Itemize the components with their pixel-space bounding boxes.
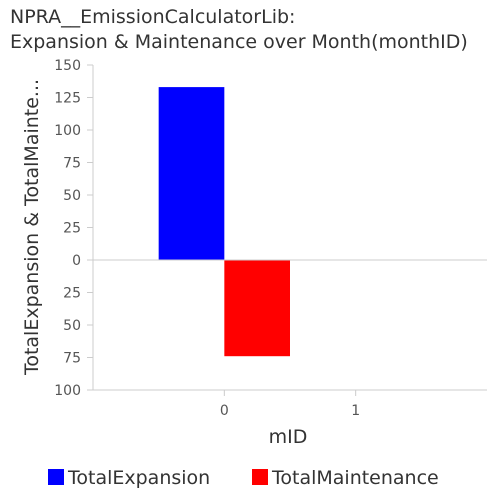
y-tick-label: 50 [63,318,81,334]
y-tick-label: 25 [63,221,81,237]
legend-label-totalmaintenance: TotalMaintenance [271,467,439,489]
y-tick-label: 0 [72,253,81,269]
x-tick-label: 0 [220,403,229,419]
legend-label-totalexpansion: TotalExpansion [67,467,210,489]
x-axis-title: mID [269,426,308,448]
chart-title-line-1: NPRA__EmissionCalculatorLib: [10,6,296,28]
bar-totalmaintenance [224,260,290,357]
y-tick-label: 75 [63,351,81,367]
y-tick-label: 125 [54,91,81,107]
y-tick-label: 100 [54,383,81,399]
y-tick-label: 50 [63,188,81,204]
y-tick-label: 100 [54,123,81,139]
legend-swatch-totalmaintenance [252,469,268,485]
y-tick-label: 25 [63,286,81,302]
x-tick-label: 1 [351,403,360,419]
y-tick-label: 75 [63,156,81,172]
y-axis-title: TotalExpansion & TotalMainte... [21,79,43,376]
chart-title: NPRA__EmissionCalculatorLib: Expansion &… [10,5,495,55]
bar-totalexpansion [158,87,225,260]
y-tick-label: 150 [54,58,81,74]
legend-swatch-totalexpansion [48,469,64,485]
chart-title-line-2: Expansion & Maintenance over Month(month… [10,31,468,53]
legend: TotalExpansion TotalMaintenance [48,467,439,489]
